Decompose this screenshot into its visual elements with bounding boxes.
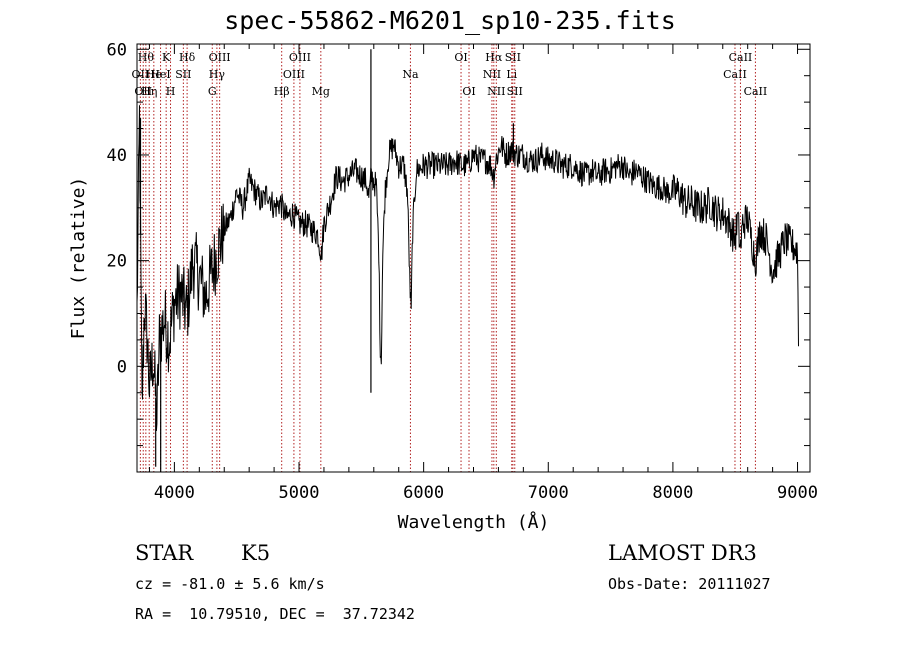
y-tick-label: 60 <box>107 40 127 60</box>
line-marker-label: Hβ <box>274 85 290 98</box>
line-marker-label: SII <box>507 85 523 98</box>
chart-title: spec-55862-M6201_sp10-235.fits <box>224 6 676 35</box>
x-axis-label: Wavelength (Å) <box>398 511 550 533</box>
y-axis-label: Flux (relative) <box>68 177 89 340</box>
axis-ticks <box>137 44 810 472</box>
spectrum-line <box>136 105 799 432</box>
line-marker-label: OII <box>132 68 150 81</box>
line-marker-label: CaII <box>729 51 753 64</box>
x-tick-label: 6000 <box>403 483 444 503</box>
line-marker-label: OIII <box>283 68 305 81</box>
line-marker-label: OIII <box>209 51 231 64</box>
line-marker-label: NII <box>487 85 505 98</box>
line-marker-label: K <box>162 51 171 64</box>
line-marker-label: CaII <box>723 68 747 81</box>
object-class: STAR <box>135 541 194 565</box>
line-marker-label: HeI <box>150 68 170 81</box>
redshift-text: cz = -81.0 ± 5.6 km/s <box>135 575 325 593</box>
line-marker-label: Li <box>506 68 517 81</box>
line-marker-label: NII <box>483 68 501 81</box>
line-marker-label: SII <box>505 51 521 64</box>
line-marker-label: OI <box>454 51 467 64</box>
line-marker-label: He <box>146 68 162 81</box>
line-marker-label: Mg <box>312 85 330 98</box>
obs-date: Obs-Date: 20111027 <box>608 575 771 593</box>
line-marker-label: Hθ <box>138 51 155 64</box>
line-marker-label: Hα <box>485 51 503 64</box>
x-tick-label: 5000 <box>279 483 320 503</box>
object-subclass: K5 <box>241 541 271 565</box>
coordinates: RA = 10.79510, DEC = 37.72342 <box>135 605 415 623</box>
plot-frame <box>136 43 811 473</box>
x-tick-label: 9000 <box>777 483 818 503</box>
line-marker-label: Na <box>402 68 419 81</box>
x-tick-label: 4000 <box>154 483 195 503</box>
line-marker-label: CaII <box>744 85 768 98</box>
y-tick-label: 0 <box>117 357 127 377</box>
line-marker-label: OI <box>462 85 475 98</box>
x-tick-label: 7000 <box>528 483 569 503</box>
axis-tick-labels: 4000 5000 6000 7000 8000 9000 0 20 40 60 <box>107 40 818 503</box>
spectrum-spikes <box>139 49 514 472</box>
survey-label: LAMOST DR3 <box>608 541 757 565</box>
x-tick-label: 8000 <box>652 483 693 503</box>
line-marker-label: H <box>166 85 176 98</box>
line-marker-label: OII <box>134 85 152 98</box>
y-tick-label: 40 <box>107 146 127 166</box>
line-marker-label: Hγ <box>209 68 226 81</box>
y-tick-label: 20 <box>107 252 127 272</box>
line-marker-label: OIII <box>289 51 311 64</box>
line-marker-label: Hη <box>141 85 157 98</box>
line-marker-label: G <box>208 85 217 98</box>
line-marker-label: Hδ <box>179 51 196 64</box>
line-marker-label: SII <box>175 68 191 81</box>
